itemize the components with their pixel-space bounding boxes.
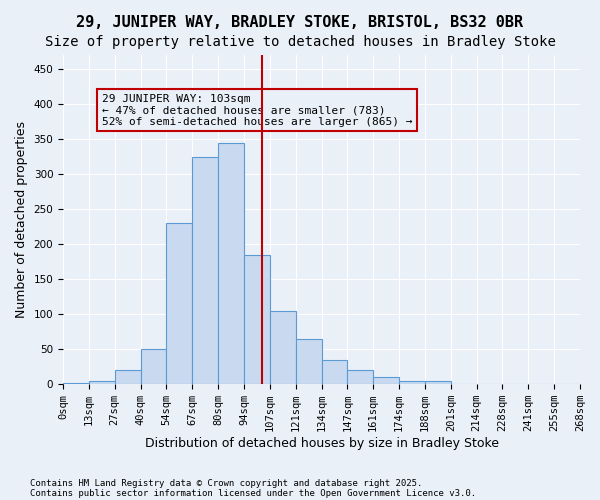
Bar (192, 156, 218, 384)
Bar (218, 142, 244, 384)
Bar (296, 338, 322, 384)
Bar (140, 349, 166, 384)
Bar (399, 380, 425, 384)
Bar (166, 223, 192, 384)
Bar (89, 380, 115, 384)
Text: Contains public sector information licensed under the Open Government Licence v3: Contains public sector information licen… (30, 488, 476, 498)
Bar (347, 370, 373, 384)
Bar (322, 360, 347, 384)
Text: Size of property relative to detached houses in Bradley Stoke: Size of property relative to detached ho… (44, 35, 556, 49)
Bar (115, 370, 140, 384)
Bar (244, 254, 270, 384)
Bar (270, 310, 296, 384)
Text: Contains HM Land Registry data © Crown copyright and database right 2025.: Contains HM Land Registry data © Crown c… (30, 478, 422, 488)
Bar (425, 380, 451, 384)
Bar (63, 383, 89, 384)
Bar (373, 377, 399, 384)
Text: 29 JUNIPER WAY: 103sqm
← 47% of detached houses are smaller (783)
52% of semi-de: 29 JUNIPER WAY: 103sqm ← 47% of detached… (102, 94, 412, 126)
X-axis label: Distribution of detached houses by size in Bradley Stoke: Distribution of detached houses by size … (145, 437, 499, 450)
Y-axis label: Number of detached properties: Number of detached properties (15, 121, 28, 318)
Text: 29, JUNIPER WAY, BRADLEY STOKE, BRISTOL, BS32 0BR: 29, JUNIPER WAY, BRADLEY STOKE, BRISTOL,… (76, 15, 524, 30)
